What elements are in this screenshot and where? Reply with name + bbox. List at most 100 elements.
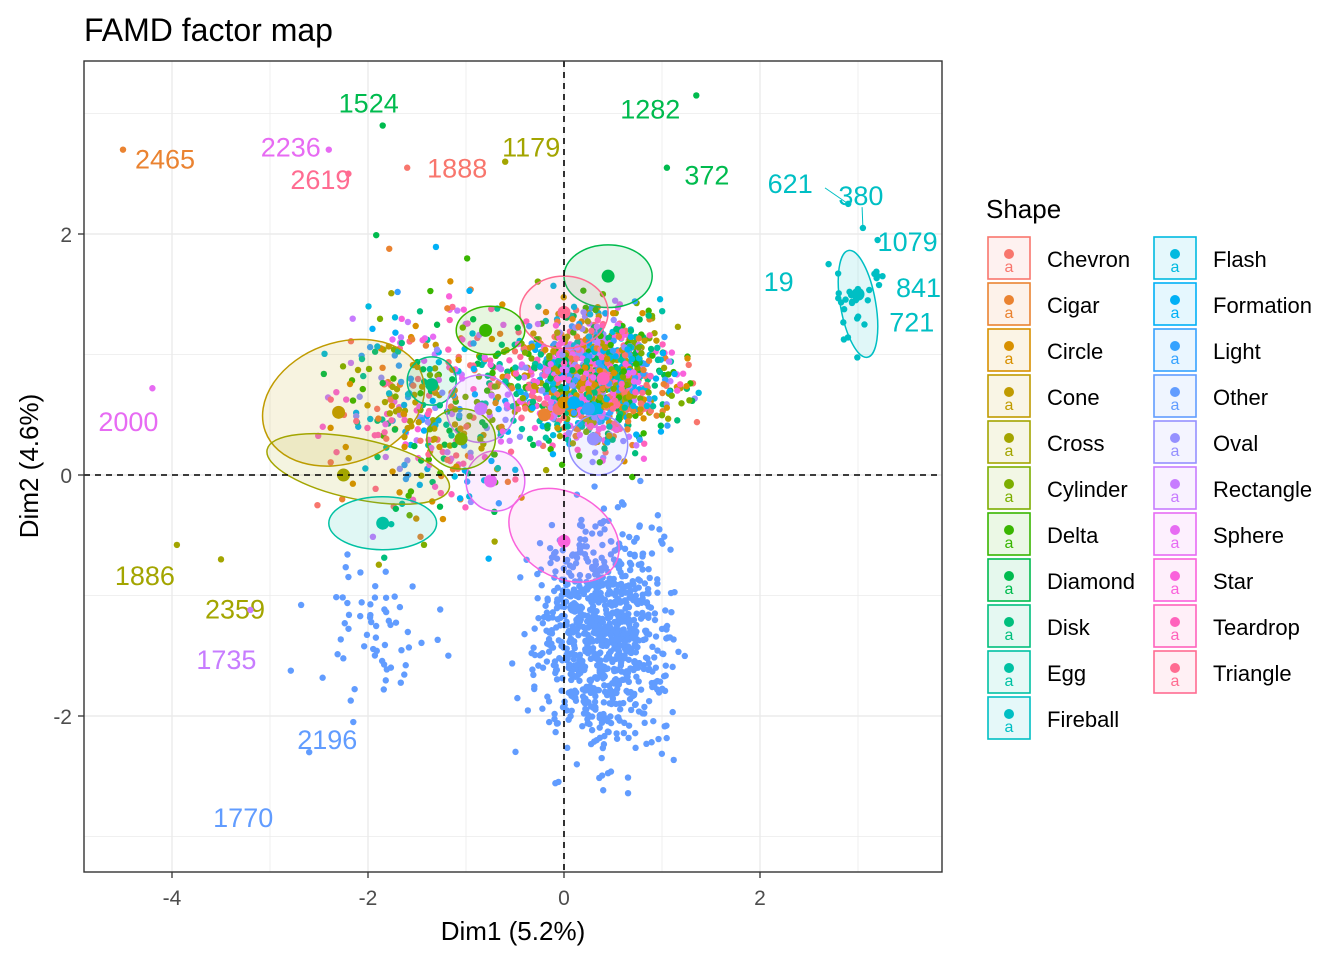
point-label-841: 841 bbox=[896, 273, 941, 303]
data-point-circle bbox=[436, 443, 443, 451]
labeled-point-1282 bbox=[693, 92, 700, 99]
legend-key-glyph: a bbox=[1171, 581, 1180, 598]
data-point-other bbox=[654, 647, 661, 654]
data-point-cone bbox=[585, 385, 592, 393]
center-disk bbox=[425, 378, 439, 392]
data-point-rectangle bbox=[369, 533, 377, 541]
center-oval bbox=[586, 432, 600, 446]
data-point-other bbox=[625, 689, 632, 696]
data-point-cone bbox=[415, 419, 422, 426]
data-point-other bbox=[645, 666, 652, 674]
legend-key-point bbox=[1170, 387, 1180, 397]
data-point-other bbox=[637, 686, 645, 693]
data-point-formation bbox=[369, 325, 376, 333]
data-point-formation bbox=[529, 404, 536, 412]
labeled-point-2196 bbox=[350, 718, 357, 726]
data-point-circle bbox=[492, 399, 499, 407]
data-point-star bbox=[401, 416, 408, 424]
data-point-cone bbox=[637, 405, 644, 413]
point-label-1282: 1282 bbox=[620, 94, 680, 124]
data-point-disk bbox=[529, 398, 537, 406]
data-point-other bbox=[632, 585, 639, 593]
point-label-1524: 1524 bbox=[339, 89, 399, 119]
data-point-fireball bbox=[875, 281, 883, 289]
data-point-teardrop bbox=[371, 432, 378, 439]
data-point-cylinder bbox=[528, 355, 535, 362]
labeled-point-372 bbox=[663, 164, 671, 171]
center-cone bbox=[332, 405, 346, 419]
legend-key-glyph: a bbox=[1005, 259, 1014, 276]
data-point-light bbox=[407, 375, 415, 382]
data-point-other bbox=[645, 697, 653, 705]
data-point-other bbox=[591, 571, 599, 578]
data-point-oval bbox=[615, 454, 622, 461]
data-point-other bbox=[621, 545, 629, 553]
labeled-point-1886 bbox=[173, 541, 181, 549]
center-triangle bbox=[557, 305, 571, 319]
data-point-circle bbox=[413, 515, 420, 522]
data-point-delta bbox=[417, 390, 424, 397]
data-point-disk bbox=[605, 334, 612, 342]
data-point-rectangle bbox=[347, 359, 355, 367]
legend-key-glyph: a bbox=[1171, 259, 1180, 276]
data-point-oval bbox=[404, 457, 411, 464]
data-point-other bbox=[639, 595, 646, 602]
data-point-teardrop bbox=[460, 460, 467, 467]
data-point-other bbox=[641, 703, 648, 711]
data-point-other bbox=[621, 719, 628, 727]
data-point-other bbox=[564, 653, 571, 661]
data-point-other bbox=[646, 574, 653, 582]
data-point-teardrop bbox=[448, 491, 455, 498]
data-point-circle bbox=[342, 443, 349, 451]
data-point-cross bbox=[354, 366, 362, 374]
data-point-triangle bbox=[618, 385, 625, 392]
data-point-delta bbox=[596, 459, 603, 466]
x-tick-label: 0 bbox=[558, 887, 570, 910]
center-star bbox=[557, 534, 571, 548]
data-point-delta bbox=[665, 371, 672, 378]
data-point-other bbox=[670, 756, 677, 764]
data-point-cross bbox=[584, 318, 591, 325]
point-label-1735: 1735 bbox=[196, 645, 256, 675]
center-egg bbox=[376, 516, 390, 530]
data-point-sphere bbox=[481, 354, 488, 361]
data-point-circle bbox=[499, 301, 506, 308]
data-point-other bbox=[652, 633, 660, 640]
data-point-star bbox=[414, 426, 422, 433]
data-point-diamond bbox=[441, 441, 448, 448]
data-point-formation bbox=[488, 457, 495, 465]
data-point-star bbox=[343, 396, 350, 403]
data-point-other bbox=[654, 512, 662, 519]
data-point-triangle bbox=[541, 400, 548, 407]
data-point-other bbox=[604, 665, 611, 672]
data-point-other bbox=[553, 666, 561, 674]
data-point-other bbox=[639, 566, 646, 573]
data-point-disk bbox=[416, 308, 424, 315]
ellipse-fireball bbox=[837, 249, 879, 359]
data-point-triangle bbox=[327, 396, 334, 403]
data-point-cylinder bbox=[638, 350, 645, 357]
data-point-egg bbox=[606, 423, 613, 430]
data-point-teardrop bbox=[470, 385, 477, 393]
data-point-rectangle bbox=[547, 404, 554, 412]
data-point-cylinder bbox=[426, 371, 434, 379]
data-point-other bbox=[573, 761, 581, 768]
data-point-rectangle bbox=[633, 442, 640, 449]
data-point-egg bbox=[656, 368, 664, 376]
data-point-other bbox=[546, 544, 554, 552]
legend-label: Fireball bbox=[1047, 707, 1119, 732]
data-point-teardrop bbox=[488, 305, 495, 313]
data-point-formation bbox=[392, 329, 399, 336]
data-point-other bbox=[409, 583, 416, 590]
data-point-triangle bbox=[588, 327, 595, 334]
data-point-cigar bbox=[660, 380, 667, 388]
data-point-cylinder bbox=[376, 315, 384, 323]
data-point-diamond bbox=[411, 442, 418, 450]
data-point-delta bbox=[607, 341, 614, 349]
data-point-other bbox=[592, 523, 599, 530]
data-point-light bbox=[394, 288, 401, 296]
data-point-other bbox=[625, 656, 632, 663]
data-point-oval bbox=[424, 418, 431, 426]
data-point-delta bbox=[570, 329, 577, 336]
